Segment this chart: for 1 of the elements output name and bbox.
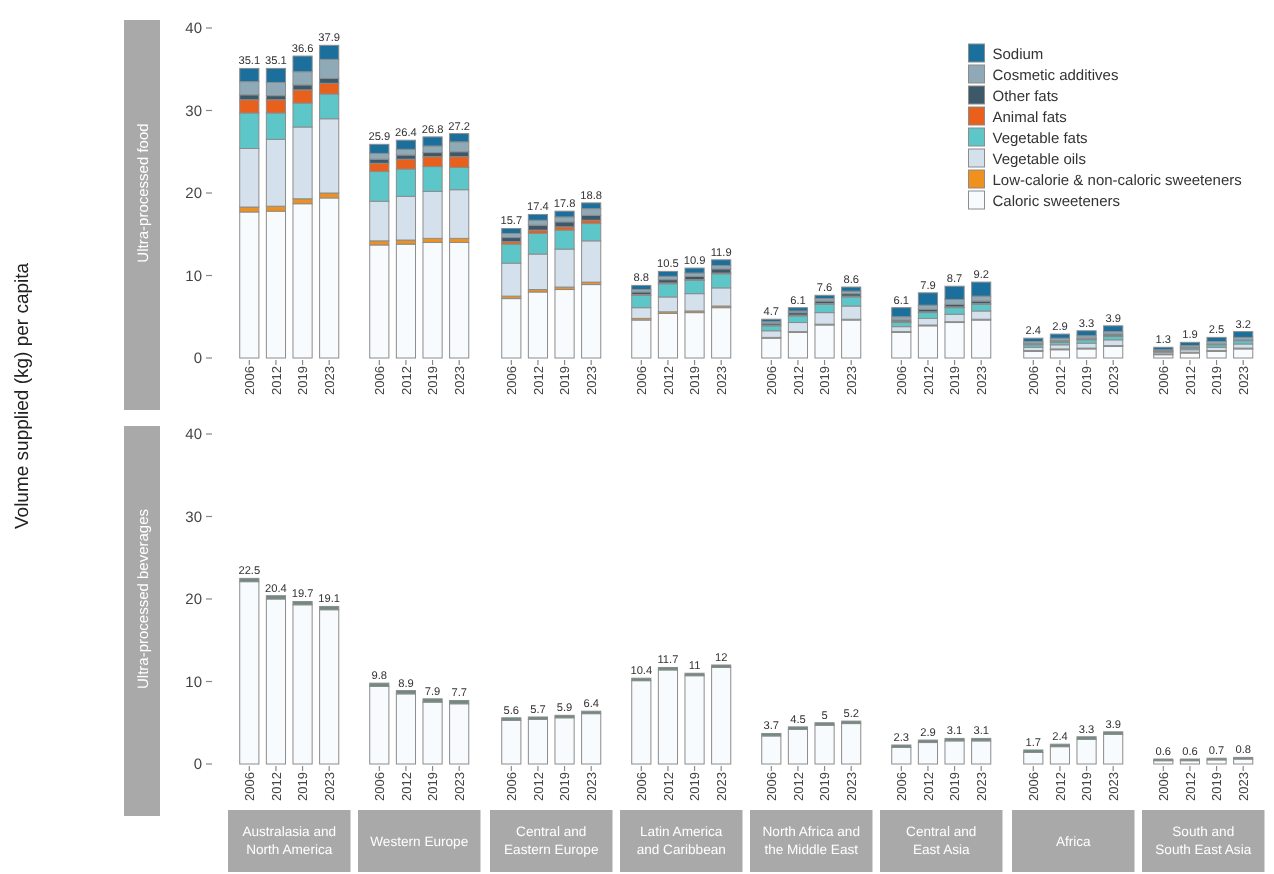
y-axis-title: Volume supplied (kg) per capita	[12, 261, 34, 530]
